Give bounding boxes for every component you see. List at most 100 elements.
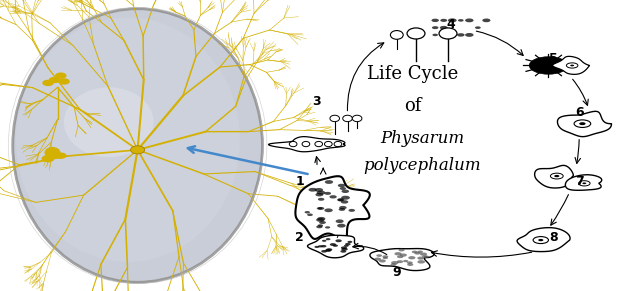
- Polygon shape: [517, 228, 570, 252]
- Circle shape: [316, 218, 324, 222]
- Circle shape: [321, 245, 326, 247]
- Circle shape: [440, 19, 447, 22]
- Polygon shape: [552, 56, 589, 74]
- Polygon shape: [296, 176, 370, 242]
- Circle shape: [318, 207, 324, 210]
- Circle shape: [529, 57, 568, 74]
- Circle shape: [330, 195, 337, 198]
- Circle shape: [440, 33, 447, 36]
- Text: 4: 4: [447, 18, 456, 31]
- Text: 5: 5: [549, 52, 558, 65]
- Circle shape: [417, 251, 423, 253]
- Circle shape: [316, 193, 323, 196]
- Ellipse shape: [49, 77, 60, 83]
- Circle shape: [330, 243, 336, 246]
- Circle shape: [316, 226, 323, 228]
- Ellipse shape: [45, 147, 61, 159]
- Circle shape: [325, 226, 330, 229]
- Circle shape: [374, 258, 381, 261]
- Circle shape: [400, 253, 407, 257]
- Circle shape: [582, 182, 586, 184]
- Ellipse shape: [352, 115, 362, 122]
- Polygon shape: [370, 249, 434, 271]
- Circle shape: [538, 239, 543, 241]
- Circle shape: [324, 192, 331, 195]
- Circle shape: [382, 255, 388, 258]
- Polygon shape: [565, 175, 602, 190]
- Polygon shape: [534, 165, 573, 188]
- Ellipse shape: [16, 17, 240, 262]
- Circle shape: [341, 248, 348, 251]
- Circle shape: [420, 253, 427, 256]
- Circle shape: [339, 206, 347, 209]
- Circle shape: [338, 199, 343, 201]
- Circle shape: [340, 250, 346, 253]
- Circle shape: [417, 260, 425, 264]
- Circle shape: [348, 241, 353, 243]
- Circle shape: [570, 65, 574, 66]
- Circle shape: [337, 198, 344, 201]
- Polygon shape: [557, 111, 611, 137]
- Circle shape: [318, 198, 324, 201]
- Circle shape: [345, 243, 351, 245]
- Circle shape: [335, 219, 344, 223]
- Circle shape: [317, 207, 322, 210]
- Circle shape: [432, 26, 438, 29]
- Circle shape: [317, 224, 323, 227]
- Circle shape: [412, 251, 417, 253]
- Circle shape: [397, 255, 403, 258]
- Circle shape: [449, 34, 455, 36]
- Circle shape: [403, 260, 408, 262]
- Ellipse shape: [55, 72, 67, 79]
- Circle shape: [319, 221, 326, 224]
- Circle shape: [317, 217, 325, 221]
- Circle shape: [457, 33, 465, 37]
- Ellipse shape: [58, 78, 70, 85]
- Circle shape: [333, 244, 338, 247]
- Circle shape: [465, 33, 474, 37]
- Circle shape: [337, 224, 346, 228]
- Circle shape: [408, 256, 415, 259]
- Circle shape: [376, 254, 382, 257]
- Ellipse shape: [343, 115, 353, 122]
- Ellipse shape: [42, 155, 54, 162]
- Circle shape: [465, 18, 474, 22]
- Circle shape: [448, 18, 456, 22]
- Circle shape: [341, 246, 347, 249]
- Polygon shape: [307, 235, 364, 258]
- Circle shape: [314, 246, 319, 248]
- Text: of: of: [404, 97, 422, 115]
- Circle shape: [579, 122, 586, 125]
- Circle shape: [407, 263, 413, 266]
- Text: 9: 9: [392, 266, 401, 278]
- Circle shape: [422, 255, 428, 258]
- Circle shape: [458, 19, 463, 22]
- Circle shape: [322, 240, 326, 242]
- Circle shape: [324, 180, 333, 184]
- Circle shape: [415, 252, 420, 255]
- Circle shape: [341, 196, 350, 200]
- Circle shape: [407, 261, 413, 264]
- Circle shape: [305, 211, 310, 214]
- Text: 6: 6: [575, 106, 584, 118]
- Circle shape: [391, 261, 399, 265]
- Circle shape: [326, 238, 330, 240]
- Ellipse shape: [330, 115, 340, 122]
- Ellipse shape: [131, 146, 145, 154]
- Circle shape: [390, 263, 397, 266]
- Circle shape: [349, 209, 355, 212]
- Ellipse shape: [439, 28, 457, 39]
- Circle shape: [379, 259, 386, 262]
- Circle shape: [475, 26, 481, 29]
- Text: 8: 8: [549, 231, 558, 244]
- Circle shape: [431, 19, 439, 22]
- Circle shape: [317, 191, 326, 195]
- Text: 3: 3: [312, 95, 321, 108]
- Circle shape: [326, 248, 332, 251]
- Circle shape: [335, 239, 342, 242]
- Text: Life Cycle: Life Cycle: [367, 65, 458, 83]
- Circle shape: [344, 245, 349, 247]
- Text: 2: 2: [295, 231, 304, 244]
- Circle shape: [554, 175, 559, 177]
- Circle shape: [417, 257, 424, 260]
